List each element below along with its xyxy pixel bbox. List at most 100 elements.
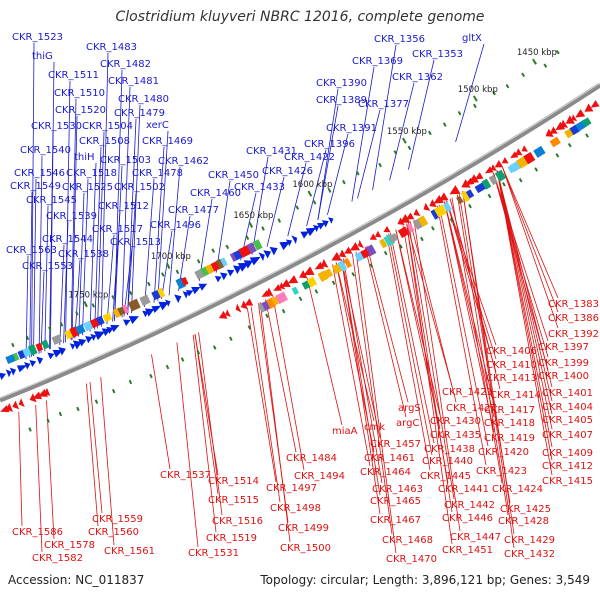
gene-label-plus[interactable]: CKR_1480	[118, 94, 169, 105]
gene-label-plus[interactable]: CKR_1503	[100, 155, 151, 166]
gene-label-minus[interactable]: CKR_1421	[442, 387, 493, 398]
gene-label-minus[interactable]: CKR_1425	[500, 504, 551, 515]
gene-label-minus[interactable]: CKR_1586	[12, 527, 63, 538]
gene-label-plus[interactable]: CKR_1520	[55, 105, 106, 116]
gene-label-minus[interactable]: CKR_1514	[208, 476, 259, 487]
gene-label-minus[interactable]: CKR_1531	[188, 548, 239, 559]
gene-label-plus[interactable]: CKR_1539	[46, 211, 97, 222]
gene-label-minus[interactable]: CKR_1423	[476, 466, 527, 477]
gene-label-plus[interactable]: CKR_1482	[100, 59, 151, 70]
gene-label-minus[interactable]: CKR_1418	[484, 418, 535, 429]
gene-label-minus[interactable]: CKR_1465	[370, 496, 421, 507]
gene-label-plus[interactable]: CKR_1353	[412, 49, 463, 60]
gene-label-minus[interactable]: CKR_1497	[266, 483, 317, 494]
gene-label-minus[interactable]: CKR_1447	[450, 532, 501, 543]
gene-label-plus[interactable]: CKR_1549	[10, 181, 61, 192]
gene-label-plus[interactable]: CKR_1390	[316, 78, 367, 89]
gene-label-plus[interactable]: CKR_1479	[114, 108, 165, 119]
gene-label-plus[interactable]: CKR_1422	[284, 152, 335, 163]
gene-label-plus[interactable]: CKR_1512	[98, 201, 149, 212]
gene-label-plus[interactable]: CKR_1530	[31, 121, 82, 132]
gene-label-minus[interactable]: CKR_1484	[286, 453, 337, 464]
gene-label-minus[interactable]: CKR_1412	[542, 461, 593, 472]
gene-label-plus[interactable]: CKR_1517	[92, 224, 143, 235]
gene-label-plus[interactable]: CKR_1431	[246, 146, 297, 157]
gene-label-minus[interactable]: CKR_1397	[538, 342, 589, 353]
gene-label-plus[interactable]: CKR_1433	[234, 182, 285, 193]
gene-label-plus[interactable]: CKR_1478	[132, 168, 183, 179]
gene-label-minus[interactable]: CKR_1413	[486, 373, 537, 384]
gene-label-plus[interactable]: gltX	[462, 33, 482, 44]
gene-label-minus[interactable]: CKR_1428	[498, 516, 549, 527]
gene-label-plus[interactable]: CKR_1389	[316, 95, 367, 106]
gene-label-plus[interactable]: CKR_1426	[262, 166, 313, 177]
gene-label-minus[interactable]: CKR_1438	[424, 444, 475, 455]
gene-label-minus[interactable]: CKR_1498	[270, 503, 321, 514]
gene-label-plus[interactable]: CKR_1477	[168, 205, 219, 216]
gene-label-minus[interactable]: CKR_1537	[160, 470, 211, 481]
gene-label-minus[interactable]: CKR_1409	[542, 448, 593, 459]
gene-label-minus[interactable]: CKR_1467	[370, 515, 421, 526]
gene-label-minus[interactable]: CKR_1500	[280, 543, 331, 554]
gene-label-minus[interactable]: argS	[398, 403, 421, 414]
gene-label-plus[interactable]: CKR_1496	[150, 220, 201, 231]
gene-label-plus[interactable]: thiG	[32, 51, 53, 62]
gene-label-plus[interactable]: CKR_1504	[82, 121, 133, 132]
gene-label-minus[interactable]: CKR_1386	[548, 313, 599, 324]
gene-label-plus[interactable]: xerC	[146, 120, 169, 131]
gene-label-minus[interactable]: CKR_1560	[88, 527, 139, 538]
gene-label-minus[interactable]: CKR_1561	[104, 546, 155, 557]
gene-label-minus[interactable]: CKR_1559	[92, 514, 143, 525]
gene-label-minus[interactable]: CKR_1516	[212, 516, 263, 527]
gene-label-plus[interactable]: CKR_1469	[142, 136, 193, 147]
gene-label-plus[interactable]: CKR_1510	[54, 88, 105, 99]
gene-label-plus[interactable]: CKR_1563	[6, 245, 57, 256]
gene-label-minus[interactable]: CKR_1404	[542, 402, 593, 413]
gene-label-minus[interactable]: CKR_1582	[32, 553, 83, 564]
gene-label-plus[interactable]: CKR_1450	[208, 170, 259, 181]
gene-label-minus[interactable]: CKR_1446	[442, 513, 493, 524]
gene-label-minus[interactable]: CKR_1451	[442, 545, 493, 556]
gene-label-plus[interactable]: CKR_1391	[326, 123, 377, 134]
gene-label-minus[interactable]: CKR_1464	[360, 467, 411, 478]
gene-label-plus[interactable]: CKR_1369	[352, 56, 403, 67]
gene-label-minus[interactable]: CKR_1427	[446, 403, 497, 414]
gene-label-plus[interactable]: CKR_1540	[20, 145, 71, 156]
gene-label-plus[interactable]: CKR_1511	[48, 70, 99, 81]
gene-label-minus[interactable]: CKR_1401	[542, 388, 593, 399]
gene-label-minus[interactable]: CKR_1399	[538, 358, 589, 369]
gene-label-plus[interactable]: CKR_1377	[358, 99, 409, 110]
gene-label-minus[interactable]: CKR_1468	[382, 535, 433, 546]
gene-label-plus[interactable]: CKR_1483	[86, 42, 137, 53]
gene-label-plus[interactable]: thiH	[74, 152, 95, 163]
gene-label-minus[interactable]: CKR_1419	[484, 433, 535, 444]
gene-label-minus[interactable]: CKR_1499	[278, 523, 329, 534]
gene-label-minus[interactable]: CKR_1430	[430, 416, 481, 427]
gene-label-minus[interactable]: CKR_1407	[542, 430, 593, 441]
gene-label-plus[interactable]: CKR_1508	[79, 136, 130, 147]
gene-label-plus[interactable]: CKR_1545	[26, 195, 77, 206]
gene-label-plus[interactable]: CKR_1362	[392, 72, 443, 83]
gene-label-minus[interactable]: CKR_1578	[44, 540, 95, 551]
gene-label-plus[interactable]: CKR_1525	[62, 182, 113, 193]
gene-label-minus[interactable]: CKR_1440	[422, 456, 473, 467]
gene-label-plus[interactable]: CKR_1523	[12, 32, 63, 43]
gene-label-minus[interactable]: CKR_1519	[206, 533, 257, 544]
gene-label-plus[interactable]: CKR_1396	[304, 139, 355, 150]
gene-label-minus[interactable]: CKR_1435	[430, 430, 481, 441]
gene-label-plus[interactable]: CKR_1502	[114, 182, 165, 193]
gene-label-minus[interactable]: CKR_1432	[504, 549, 555, 560]
gene-label-minus[interactable]: CKR_1441	[438, 484, 489, 495]
gene-label-minus[interactable]: CKR_1463	[372, 484, 423, 495]
gene-label-plus[interactable]: CKR_1553	[22, 261, 73, 272]
gene-label-plus[interactable]: CKR_1518	[66, 168, 117, 179]
gene-label-minus[interactable]: CKR_1494	[294, 471, 345, 482]
gene-label-minus[interactable]: cmk	[364, 422, 385, 433]
gene-label-minus[interactable]: CKR_1406	[486, 346, 537, 357]
gene-label-minus[interactable]: miaA	[332, 426, 358, 437]
gene-label-plus[interactable]: CKR_1356	[374, 34, 425, 45]
gene-label-minus[interactable]: CKR_1420	[478, 447, 529, 458]
gene-label-minus[interactable]: CKR_1515	[208, 495, 259, 506]
gene-label-minus[interactable]: CKR_1461	[364, 453, 415, 464]
gene-label-plus[interactable]: CKR_1481	[108, 76, 159, 87]
